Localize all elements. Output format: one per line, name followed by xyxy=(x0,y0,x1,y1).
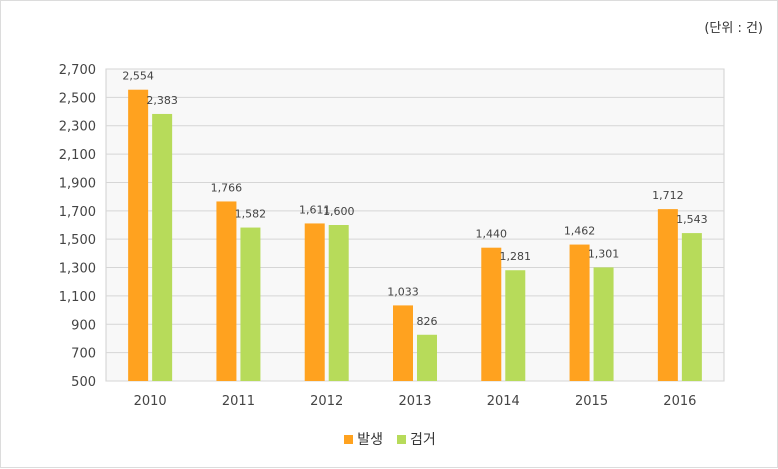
y-tick-label: 1,100 xyxy=(59,290,96,305)
bar-occurrence xyxy=(216,201,237,381)
bar-occurrence xyxy=(393,305,413,381)
bar-occurrence xyxy=(304,223,325,381)
x-tick-label: 2012 xyxy=(310,394,343,409)
bar-occurrence xyxy=(657,209,678,381)
legend-item-occurrence: 발생 xyxy=(344,429,383,449)
y-tick-label: 2,700 xyxy=(59,63,96,78)
data-label: 1,600 xyxy=(323,205,355,218)
bar-arrest xyxy=(505,270,526,381)
bar-occurrence xyxy=(481,247,502,381)
data-label: 1,033 xyxy=(387,285,419,298)
y-tick-label: 2,100 xyxy=(59,148,96,163)
bar-arrest xyxy=(152,113,173,381)
x-tick-label: 2010 xyxy=(134,394,167,409)
data-label: 1,712 xyxy=(652,189,684,202)
bar-arrest xyxy=(240,227,261,381)
legend: 발생 검거 xyxy=(1,429,778,449)
data-label: 1,462 xyxy=(564,225,596,238)
y-tick-label: 1,700 xyxy=(59,205,96,220)
data-label: 2,554 xyxy=(122,70,154,83)
legend-item-arrest: 검거 xyxy=(397,429,436,449)
legend-label-arrest: 검거 xyxy=(410,432,436,448)
bar-occurrence xyxy=(128,89,149,382)
data-label: 1,582 xyxy=(235,208,267,221)
y-tick-label: 2,300 xyxy=(59,120,96,135)
x-tick-label: 2013 xyxy=(398,394,431,409)
bar-arrest xyxy=(593,267,614,381)
y-tick-label: 1,900 xyxy=(59,176,96,191)
legend-label-occurrence: 발생 xyxy=(357,432,383,448)
bar-arrest xyxy=(417,334,437,381)
y-tick-label: 700 xyxy=(71,347,96,362)
data-label: 1,766 xyxy=(211,181,243,194)
legend-swatch-occurrence xyxy=(344,434,354,444)
x-tick-label: 2015 xyxy=(575,394,608,409)
data-label: 826 xyxy=(417,315,438,328)
y-tick-label: 1,500 xyxy=(59,233,96,248)
x-tick-label: 2011 xyxy=(222,394,255,409)
bar-arrest xyxy=(681,233,702,381)
data-label: 1,611 xyxy=(299,203,331,216)
bar-arrest xyxy=(328,225,349,381)
data-label: 2,383 xyxy=(146,94,178,107)
x-tick-label: 2014 xyxy=(487,394,520,409)
y-tick-label: 1,300 xyxy=(59,262,96,277)
x-tick-label: 2016 xyxy=(663,394,696,409)
data-label: 1,543 xyxy=(676,213,708,226)
unit-label: (단위 : 건) xyxy=(704,21,763,36)
data-label: 1,281 xyxy=(500,250,532,263)
y-tick-label: 900 xyxy=(71,318,96,333)
plot-area xyxy=(105,68,725,382)
bar-occurrence xyxy=(569,244,590,381)
y-tick-label: 500 xyxy=(71,375,96,390)
y-tick-label: 2,500 xyxy=(59,91,96,106)
legend-swatch-arrest xyxy=(397,434,406,444)
data-label: 1,440 xyxy=(476,228,508,241)
data-label: 1,301 xyxy=(588,247,620,260)
